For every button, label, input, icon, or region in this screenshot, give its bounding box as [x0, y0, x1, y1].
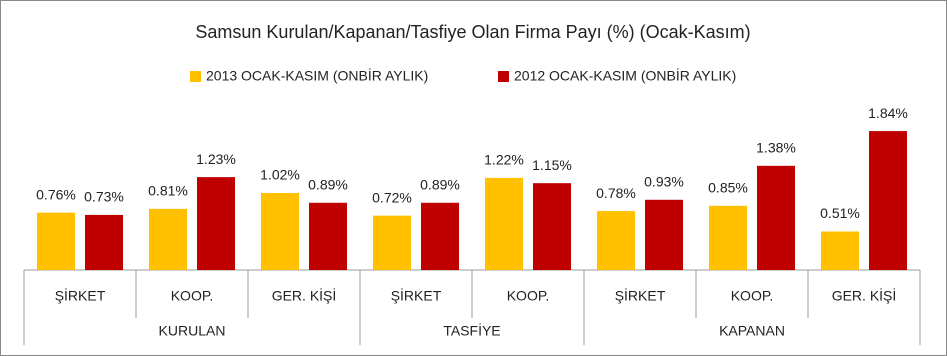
bar — [421, 202, 459, 270]
x-tick-label: KOOP. — [507, 288, 550, 304]
value-label: 0.89% — [420, 177, 460, 193]
x-tick-label: ŞİRKET — [615, 287, 666, 304]
bar — [485, 177, 523, 270]
bar — [533, 183, 571, 270]
value-label: 0.81% — [148, 183, 188, 199]
x-tick-label: ŞİRKET — [391, 287, 442, 304]
x-tick-label: ŞİRKET — [55, 287, 106, 304]
bar — [197, 177, 235, 270]
legend-label: 2013 OCAK-KASIM (ONBİR AYLIK) — [206, 67, 428, 84]
value-label: 0.72% — [372, 189, 412, 205]
bar — [709, 205, 747, 270]
bar — [597, 211, 635, 270]
bar — [149, 208, 187, 270]
value-label: 0.93% — [644, 173, 684, 189]
x-tick-label: KOOP. — [731, 288, 774, 304]
value-label: 1.02% — [260, 167, 300, 183]
group-label: KAPANAN — [719, 323, 785, 339]
group-label: KURULAN — [159, 323, 226, 339]
bar — [645, 199, 683, 270]
bar — [757, 165, 795, 270]
x-tick-label: GER. KİŞİ — [272, 287, 337, 304]
bar — [85, 214, 123, 270]
bar — [37, 212, 75, 270]
value-label: 1.23% — [196, 151, 236, 167]
value-label: 1.38% — [756, 140, 796, 156]
value-label: 1.84% — [868, 105, 908, 121]
legend-swatch — [498, 71, 509, 82]
bar — [821, 231, 859, 270]
legend-label: 2012 OCAK-KASIM (ONBİR AYLIK) — [514, 67, 736, 84]
value-label: 0.73% — [84, 189, 124, 205]
value-label: 1.22% — [484, 152, 524, 168]
bar — [261, 192, 299, 270]
bar — [373, 215, 411, 270]
bar — [309, 202, 347, 270]
bar — [869, 131, 907, 270]
value-label: 1.15% — [532, 157, 572, 173]
x-tick-label: KOOP. — [171, 288, 214, 304]
value-label: 0.85% — [708, 180, 748, 196]
legend-swatch — [190, 71, 201, 82]
value-label: 0.89% — [308, 177, 348, 193]
value-label: 0.76% — [36, 186, 76, 202]
chart-title: Samsun Kurulan/Kapanan/Tasfiye Olan Firm… — [195, 22, 750, 42]
x-tick-label: GER. KİŞİ — [832, 287, 897, 304]
value-label: 0.51% — [820, 205, 860, 221]
group-label: TASFİYE — [443, 322, 500, 339]
value-label: 0.78% — [596, 185, 636, 201]
